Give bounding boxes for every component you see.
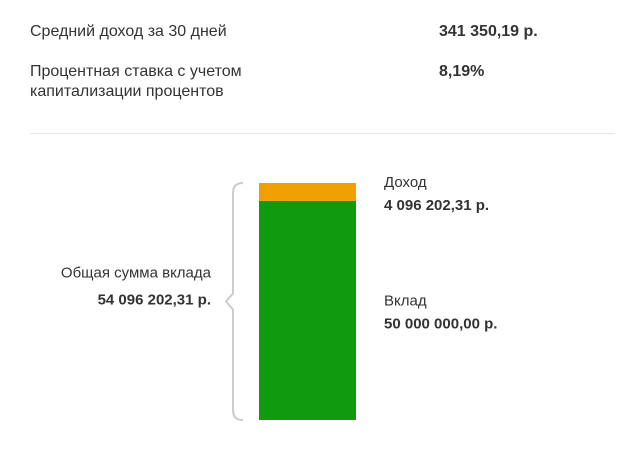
value-label: 4 096 202,31 р. xyxy=(384,197,489,214)
total-value: 54 096 202,31 р. xyxy=(98,291,211,308)
value-label: 50 000 000,00 р. xyxy=(384,315,497,332)
legend-label: Вклад xyxy=(384,292,427,309)
legend-label: Доход xyxy=(384,174,427,191)
row-value: 341 350,19 р. xyxy=(439,23,538,40)
bar-segment xyxy=(259,183,356,201)
row-label: Процентная ставка с учетом капитализации… xyxy=(30,63,242,100)
row-value: 8,19% xyxy=(439,63,485,80)
total-label: Общая сумма вклада xyxy=(61,264,212,281)
row-label: Средний доход за 30 дней xyxy=(30,23,227,40)
bar-segment xyxy=(259,200,356,420)
separator xyxy=(30,133,615,134)
brace xyxy=(224,182,244,421)
